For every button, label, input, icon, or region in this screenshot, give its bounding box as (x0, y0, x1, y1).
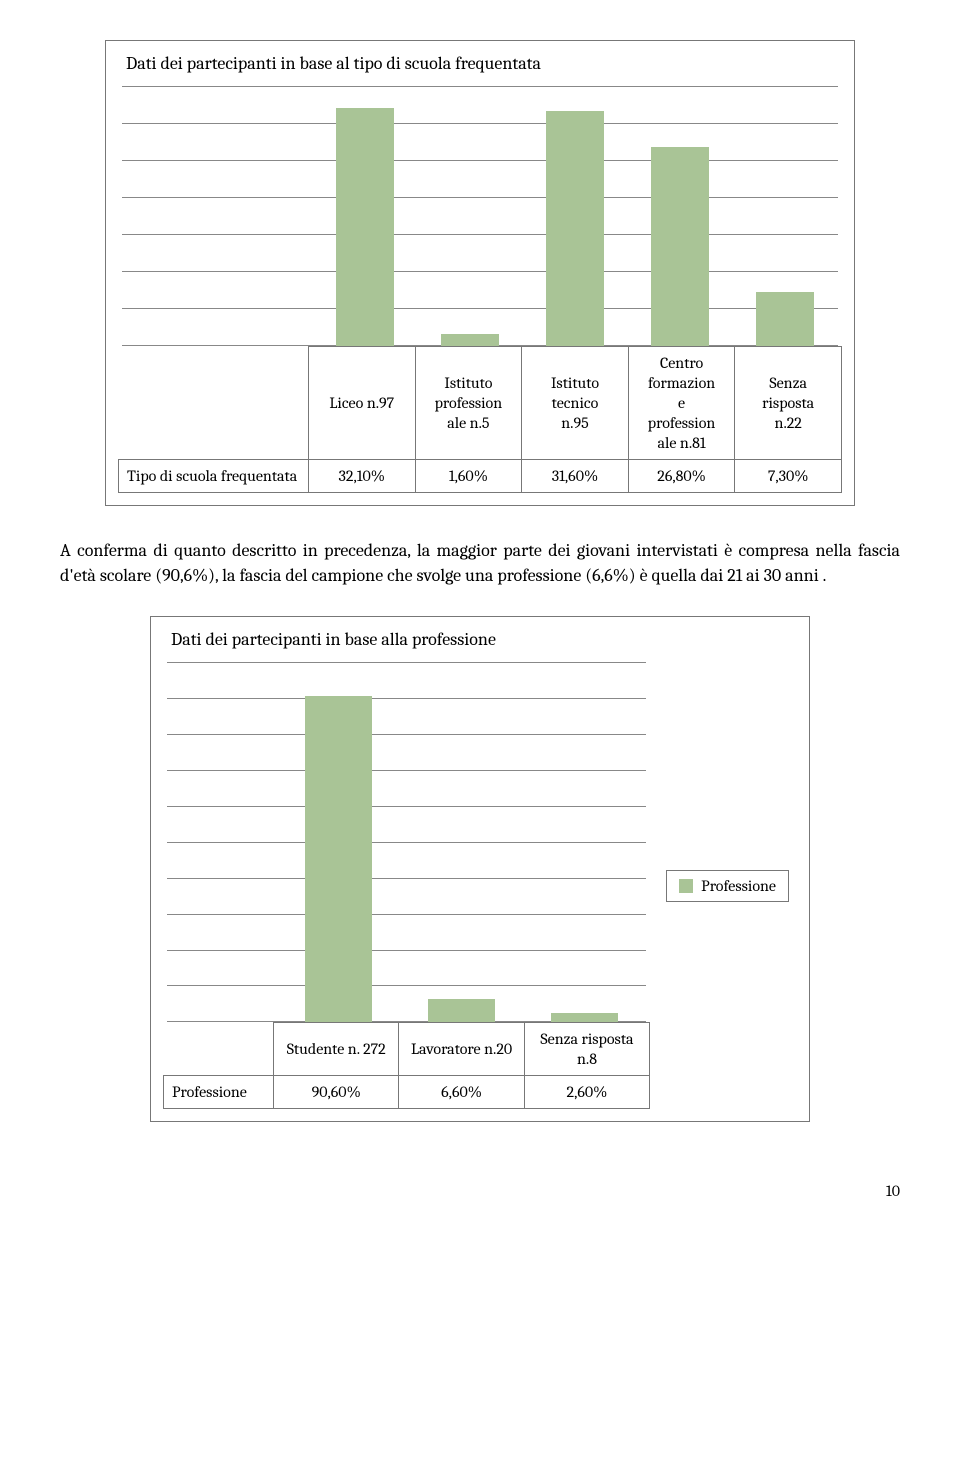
chart1-value: 1,60% (415, 460, 522, 493)
chart2-table: Studente n. 272Lavoratore n.20Senza risp… (163, 1022, 650, 1109)
chart2-legend: Professione (666, 870, 789, 902)
chart1-bar (441, 334, 499, 346)
chart-school-type: Dati dei partecipanti in base al tipo di… (105, 40, 855, 506)
chart2-legend-label: Professione (701, 877, 776, 895)
chart1-row-label: Tipo di scuola frequentata (119, 460, 309, 493)
chart1-category: Centroformazioneprofessionale n.81 (628, 347, 735, 460)
chart2-bar (551, 1013, 619, 1022)
chart2-bar (428, 999, 496, 1023)
chart1-category: Istitutotecnicon.95 (522, 347, 629, 460)
page-number: 10 (60, 1182, 900, 1200)
chart1-value: 26,80% (628, 460, 735, 493)
chart-profession: Dati dei partecipanti in base alla profe… (150, 616, 810, 1122)
chart2-bar (305, 696, 373, 1022)
chart2-category: Studente n. 272 (274, 1023, 399, 1076)
chart1-category: Senzarispostan.22 (735, 347, 842, 460)
chart1-value: 32,10% (309, 460, 416, 493)
chart1-category: Liceo n.97 (309, 347, 416, 460)
chart1-table: Liceo n.97Istitutoprofessionale n.5Istit… (118, 346, 842, 493)
chart1-bar (336, 108, 394, 346)
chart2-category: Lavoratore n.20 (399, 1023, 524, 1076)
legend-swatch-icon (679, 879, 693, 893)
chart1-title: Dati dei partecipanti in base al tipo di… (126, 53, 842, 74)
chart2-category: Senza rispostan.8 (524, 1023, 649, 1076)
chart1-bar (546, 111, 604, 346)
chart2-plot (167, 662, 646, 1022)
chart1-plot (122, 86, 838, 346)
chart2-value: 2,60% (524, 1076, 649, 1109)
chart1-value: 7,30% (735, 460, 842, 493)
body-paragraph: A conferma di quanto descritto in preced… (60, 538, 900, 588)
chart1-value: 31,60% (522, 460, 629, 493)
chart1-bar (756, 292, 814, 346)
chart1-bar (651, 147, 709, 346)
chart2-row-label: Professione (164, 1076, 274, 1109)
chart2-value: 6,60% (399, 1076, 524, 1109)
chart1-category: Istitutoprofessionale n.5 (415, 347, 522, 460)
chart2-value: 90,60% (274, 1076, 399, 1109)
chart2-title: Dati dei partecipanti in base alla profe… (171, 629, 797, 650)
